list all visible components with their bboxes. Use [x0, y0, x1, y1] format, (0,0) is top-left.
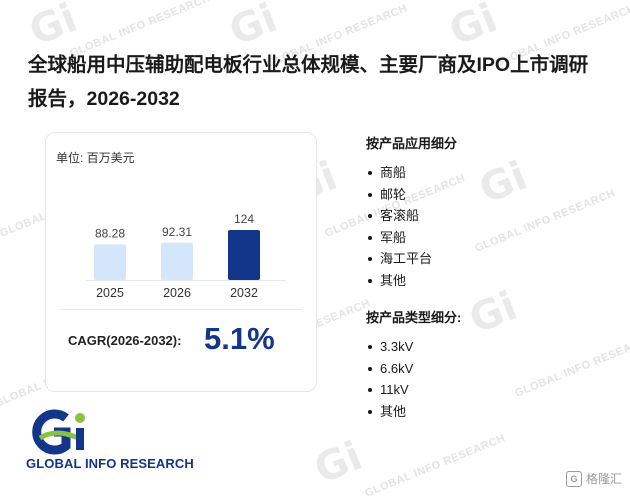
watermark-logo: Gi	[308, 432, 369, 494]
x-tick-label: 2032	[230, 286, 258, 300]
unit-label: 单位: 百万美元	[56, 151, 135, 165]
logo-text: GLOBAL INFO RESEARCH	[26, 456, 194, 471]
application-segment-title: 按产品应用细分	[366, 136, 458, 151]
market-size-card: 单位: 百万美元 88.28 2025 92.31 2026 124 2032 CAGR(…	[45, 132, 317, 392]
list-item: 海工平台	[366, 248, 457, 270]
report-title: 全球船用中压辅助配电板行业总体规模、主要厂商及IPO上市调研报告，2026-20…	[28, 54, 589, 110]
bar-value-label: 124	[234, 212, 254, 226]
x-tick-label: 2025	[96, 286, 124, 300]
list-item: 11kV	[366, 379, 461, 401]
list-item: 邮轮	[366, 184, 457, 206]
source-badge: G 格隆汇	[565, 470, 622, 487]
market-size-chart: 88.28 2025 92.31 2026 124 2032	[60, 212, 302, 310]
cagr-value: 5.1%	[204, 321, 275, 356]
watermark-text: GLOBAL INFO RESEARCH	[363, 432, 508, 500]
list-item: 其他	[366, 270, 457, 292]
cagr-label: CAGR(2026-2032):	[68, 333, 182, 348]
watermark-logo: Gi	[223, 0, 284, 56]
list-item: 3.3kV	[366, 336, 461, 358]
watermark-logo: Gi	[473, 152, 534, 214]
watermark-logo: Gi	[443, 0, 504, 56]
watermark-text: GLOBAL INFO RESEARCH	[513, 332, 630, 400]
bar	[161, 242, 193, 280]
list-item: 客滚船	[366, 205, 457, 227]
list-item: 6.6kV	[366, 358, 461, 380]
list-item: 商船	[366, 162, 457, 184]
type-list: 3.3kV 6.6kV 11kV 其他	[366, 336, 461, 422]
type-segment-title: 按产品类型细分:	[366, 310, 462, 325]
application-list: 商船 邮轮 客滚船 军船 海工平台 其他	[366, 162, 457, 292]
g-square-icon: G	[565, 470, 582, 487]
bar	[228, 230, 260, 280]
bar-value-label: 92.31	[162, 225, 192, 239]
watermark-logo: Gi	[463, 282, 524, 344]
bar	[94, 244, 126, 280]
badge-text: 格隆汇	[585, 472, 622, 486]
bar-value-label: 88.28	[95, 226, 125, 240]
list-item: 军船	[366, 227, 457, 249]
x-tick-label: 2026	[163, 286, 191, 300]
list-item: 其他	[366, 401, 461, 423]
gi-logo-icon	[32, 409, 85, 455]
type-segment: 按产品类型细分: 3.3kV 6.6kV 11kV 其他	[366, 307, 461, 422]
application-segment: 按产品应用细分 商船 邮轮 客滚船 军船 海工平台 其他	[366, 133, 457, 292]
